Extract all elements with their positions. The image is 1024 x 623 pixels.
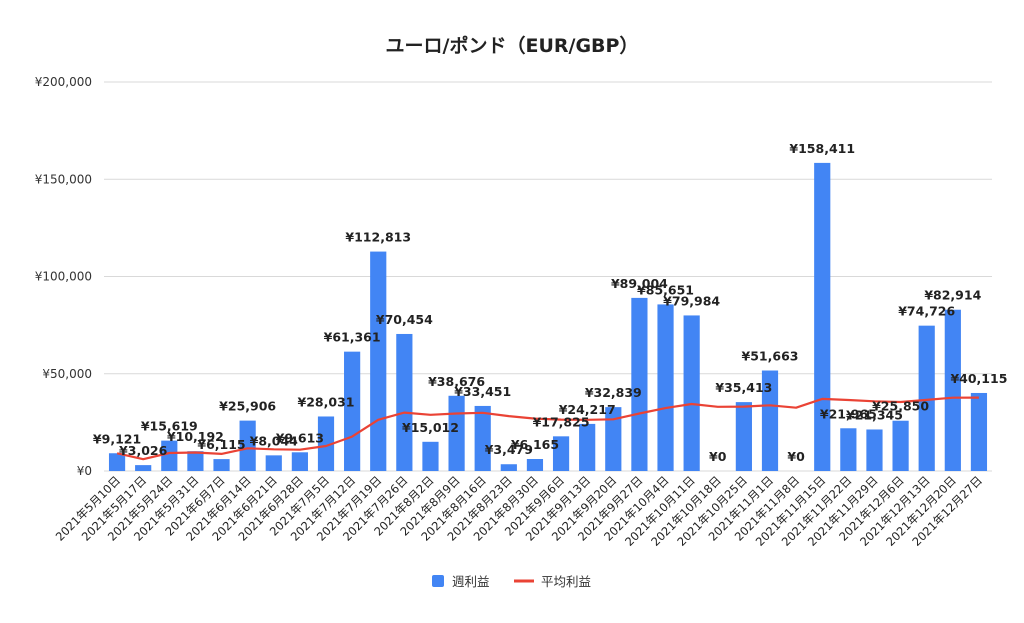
bar <box>108 453 126 471</box>
data-label: ¥8,044 <box>250 433 299 448</box>
data-label: ¥85,651 <box>637 282 694 297</box>
data-label: ¥24,217 <box>559 402 616 417</box>
bar <box>422 441 439 471</box>
data-label: ¥6,165 <box>511 437 559 452</box>
bar <box>474 405 491 471</box>
y-tick-label: ¥0 <box>77 464 92 478</box>
data-label: ¥15,012 <box>402 420 459 435</box>
data-label: ¥28,031 <box>298 394 355 409</box>
data-label: ¥3,026 <box>119 443 168 458</box>
bar <box>944 309 961 471</box>
data-label: ¥32,839 <box>585 385 642 400</box>
data-label: ¥9,613 <box>276 430 324 445</box>
bar <box>265 455 282 471</box>
data-label: ¥51,663 <box>742 349 799 364</box>
bar <box>840 428 857 471</box>
data-label: ¥70,454 <box>376 312 433 327</box>
data-label: ¥21,965 <box>820 406 877 421</box>
data-label: ¥0 <box>787 449 805 464</box>
data-label: ¥40,115 <box>950 371 1007 386</box>
bar <box>317 416 335 471</box>
bar <box>761 370 779 471</box>
data-label: ¥25,850 <box>872 399 929 414</box>
bar <box>526 459 544 471</box>
average-line <box>116 396 979 461</box>
bar <box>161 440 178 471</box>
bar <box>500 464 517 471</box>
data-label: ¥79,984 <box>663 293 720 308</box>
bar <box>683 315 700 471</box>
data-label: ¥17,825 <box>533 414 590 429</box>
legend-label-line: 平均利益 <box>541 574 591 589</box>
bar <box>657 304 674 471</box>
data-label: ¥0 <box>709 449 727 464</box>
bar <box>291 452 308 471</box>
data-label: ¥112,813 <box>345 230 411 245</box>
data-label: ¥21,345 <box>846 407 903 422</box>
bar <box>631 297 648 471</box>
bar <box>735 402 752 471</box>
legend-label-bar: 週利益 <box>452 574 490 589</box>
legend: 週利益 平均利益 <box>432 574 591 589</box>
data-label: ¥61,361 <box>324 330 381 345</box>
bar <box>814 162 831 471</box>
data-label: ¥82,914 <box>924 288 981 303</box>
bar <box>396 333 413 471</box>
data-label: ¥15,619 <box>141 419 198 434</box>
bar <box>239 420 256 471</box>
data-labels: ¥9,121¥3,026 ¥15,619¥10,192¥6,115 ¥25,906 ¥… <box>93 141 1007 464</box>
data-label: ¥6,115 <box>197 437 245 452</box>
data-label: ¥35,413 <box>715 380 772 395</box>
chart-title: ユーロ/ポンド（EUR/GBP） <box>386 34 639 57</box>
line-series <box>116 396 979 461</box>
legend-swatch-bar <box>432 575 444 587</box>
data-label: ¥38,676 <box>428 374 485 389</box>
bar <box>892 420 909 471</box>
data-label: ¥9,121 <box>93 431 141 446</box>
bar <box>213 459 230 471</box>
bar <box>370 251 387 471</box>
data-label: ¥158,411 <box>789 141 855 156</box>
data-label: ¥3,479 <box>485 442 533 457</box>
data-label: ¥10,192 <box>167 429 224 444</box>
bar <box>866 429 883 471</box>
y-axis-ticks: ¥0 ¥50,000 ¥100,000 ¥150,000 ¥200,000 <box>35 75 92 478</box>
y-tick-label: ¥150,000 <box>35 172 92 186</box>
bar <box>970 392 988 471</box>
bar <box>135 465 152 471</box>
data-label: ¥89,004 <box>611 276 668 291</box>
bar <box>552 436 570 471</box>
bar <box>344 351 361 471</box>
data-label: ¥33,451 <box>454 384 511 399</box>
data-label: ¥25,906 <box>219 399 276 414</box>
data-label: ¥74,726 <box>898 304 955 319</box>
x-axis-ticks: 2021年5月10日2021年5月17日2021年5月24日2021年5月31日… <box>53 473 985 549</box>
bar <box>579 423 596 471</box>
bar <box>918 325 935 471</box>
bar <box>605 407 622 471</box>
y-tick-label: ¥100,000 <box>35 270 92 284</box>
y-tick-label: ¥200,000 <box>35 75 92 89</box>
bar <box>187 451 204 471</box>
y-tick-label: ¥50,000 <box>42 367 92 381</box>
